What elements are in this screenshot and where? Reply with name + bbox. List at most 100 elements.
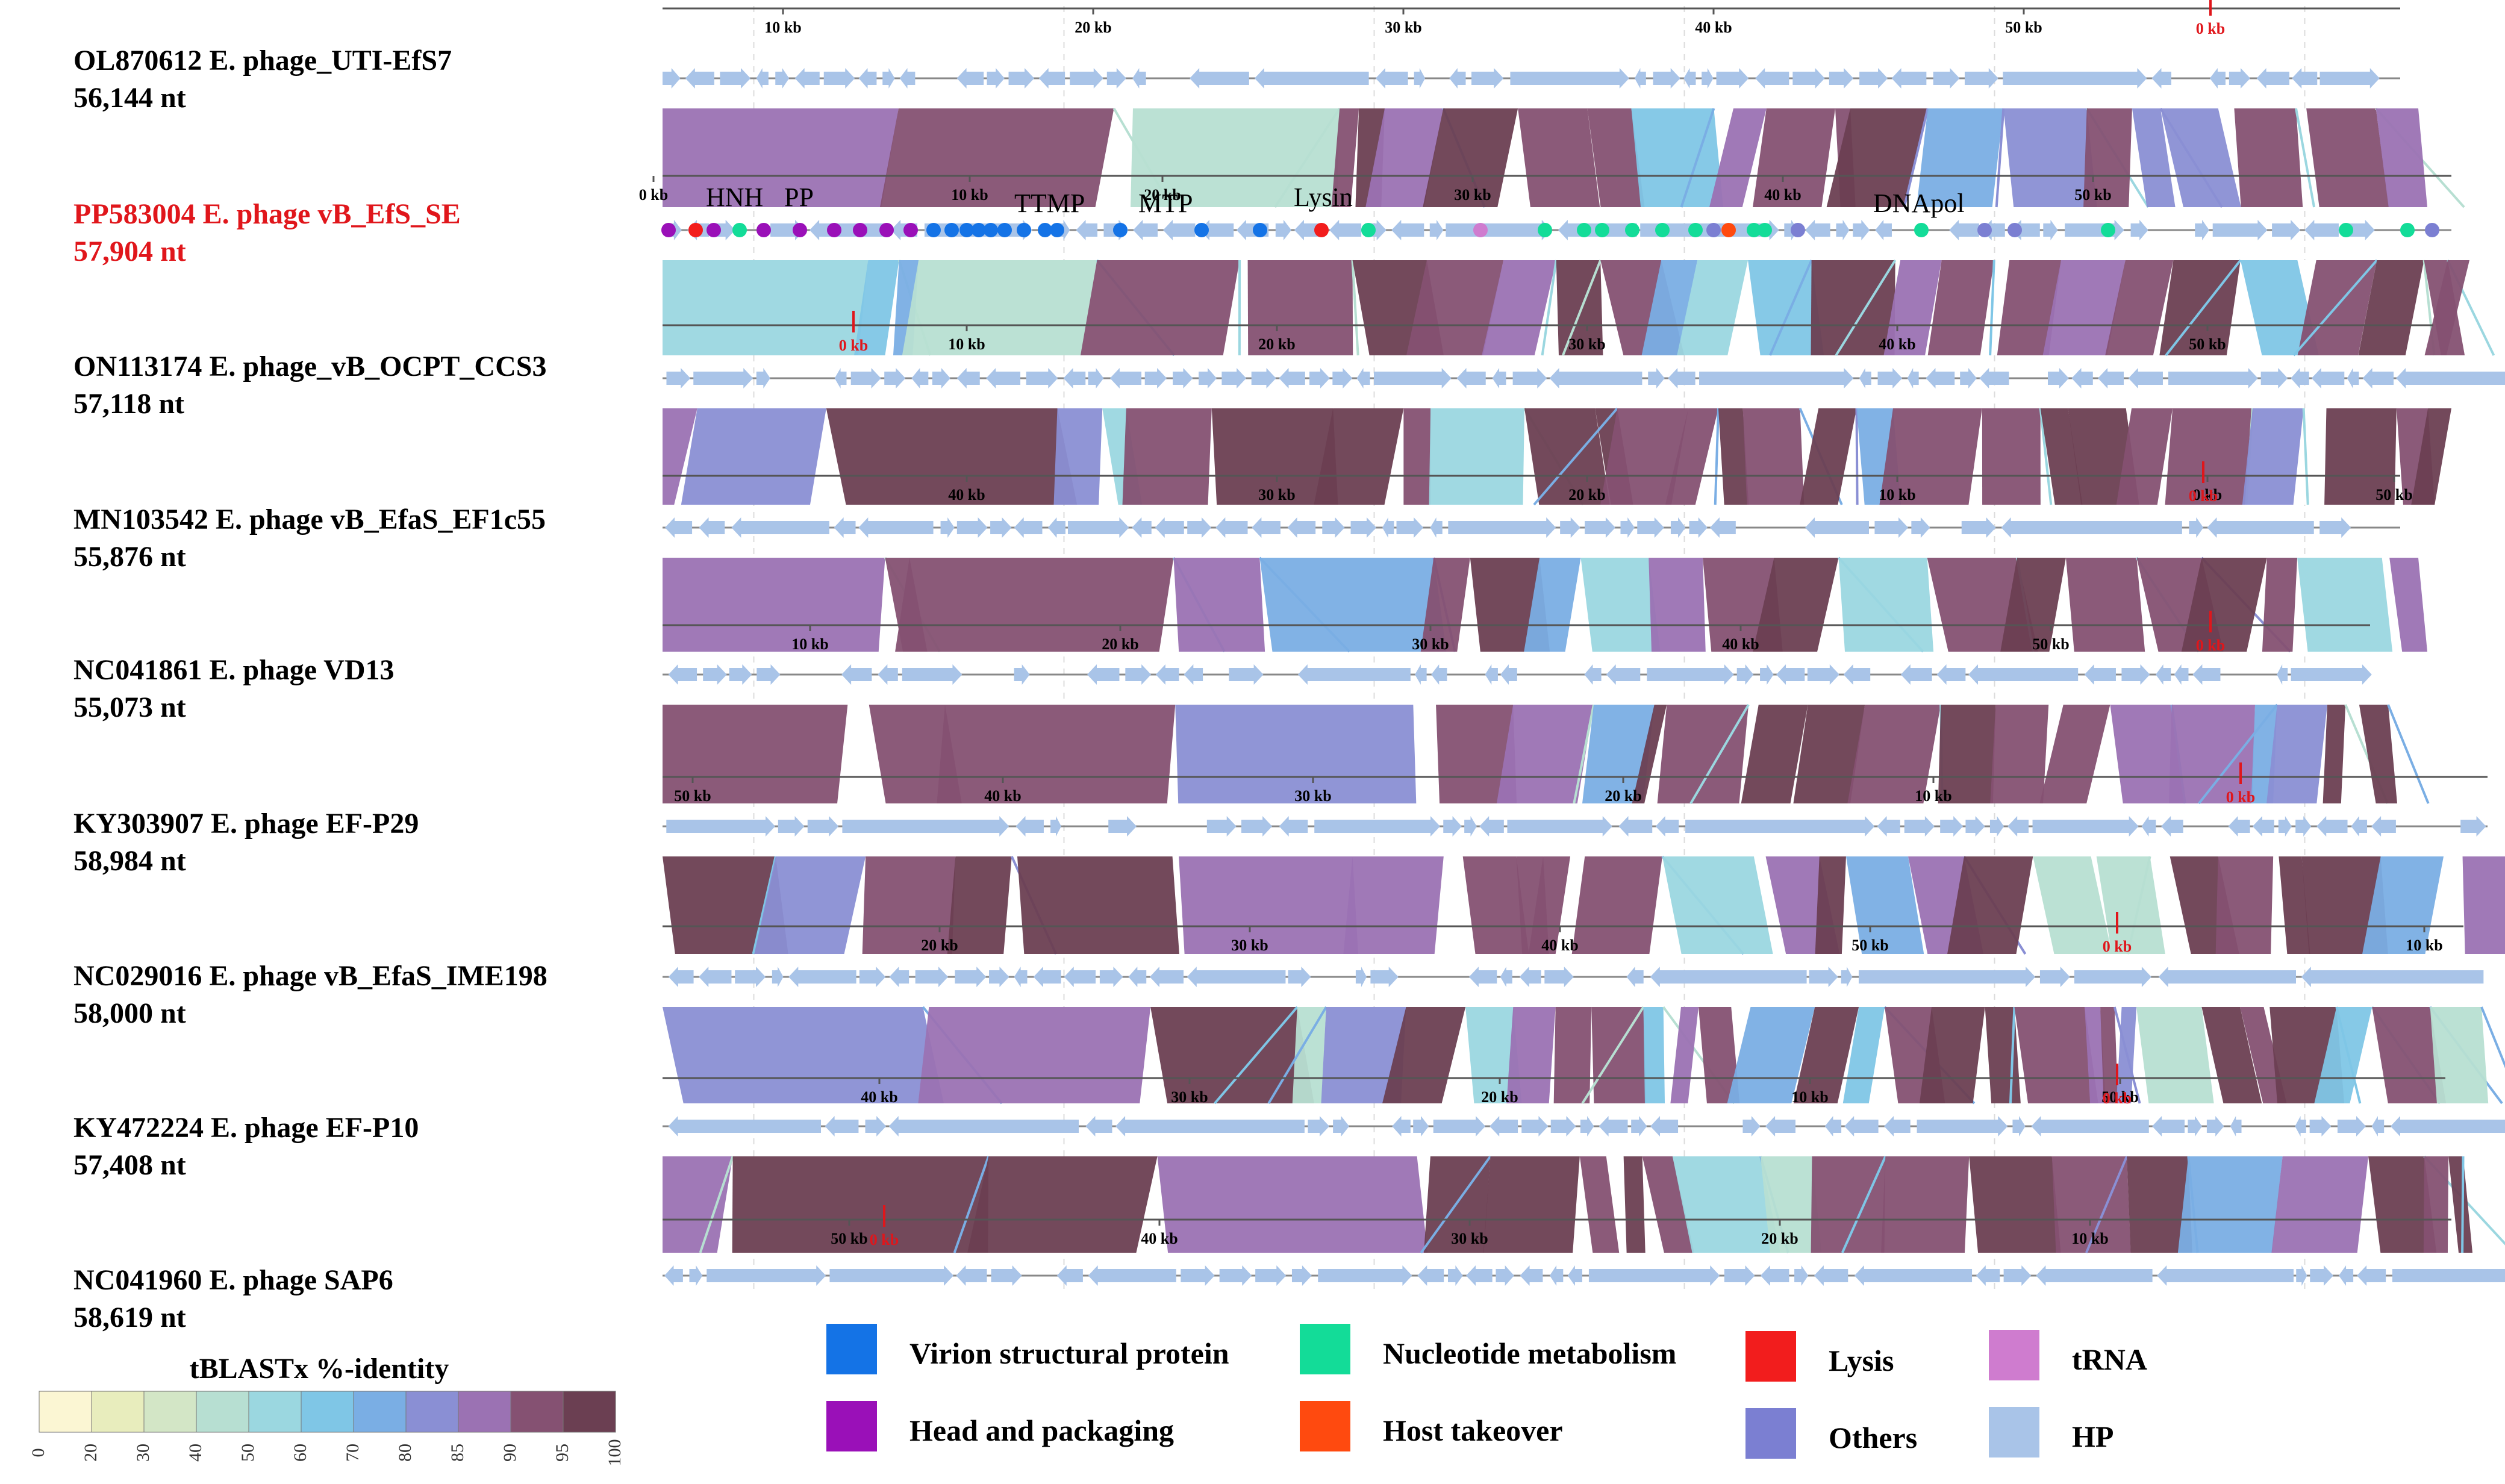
identity-ribbon: [2127, 1156, 2192, 1253]
identity-hairline: [1835, 259, 1897, 357]
gene-arrow: [1805, 517, 1869, 538]
gene-arrow: [1133, 220, 1158, 240]
gene-arrow: [1742, 1116, 1761, 1136]
genome-accession: OL870612: [73, 45, 202, 76]
identity-ribbon: [1017, 856, 1179, 954]
gene-arrow: [1033, 967, 1061, 987]
identity-ribbon: [947, 856, 1012, 954]
legend-label-head: Head and packaging: [909, 1414, 1175, 1447]
identity-hairline: [1903, 108, 1929, 208]
gene-arrow: [1655, 816, 1679, 837]
category-marker: [972, 223, 986, 237]
gene-arrow: [1507, 816, 1612, 837]
gene-arrow: [2338, 1265, 2354, 1286]
genome-name: E. phage SAP6: [209, 1264, 393, 1296]
gene-arrow: [1689, 517, 1708, 538]
identity-hairline: [1533, 407, 1618, 506]
gene-arrow: [1854, 1265, 1973, 1286]
category-marker: [926, 223, 941, 237]
gene-arrow: [1961, 517, 1996, 538]
kb-scale: 10 kb 20 kb 30 kb 40 kb 50 kb 0 kb: [663, 611, 2370, 654]
gene-arrow: [1544, 967, 1574, 987]
gene-arrow: [2260, 368, 2288, 388]
ribbon-band: [663, 556, 2427, 653]
gene-arrow: [1415, 664, 1427, 685]
identity-scale-tick: 60: [290, 1444, 310, 1462]
identity-ribbon: [1881, 1156, 1970, 1253]
identity-ribbon: [1571, 856, 1662, 954]
gene-arrow: [1106, 68, 1126, 89]
gene-arrow: [1047, 517, 1065, 538]
gene-arrow: [1512, 368, 1547, 388]
category-marker: [1050, 223, 1064, 237]
identity-ribbon: [2181, 558, 2267, 652]
gene-arrow: [2084, 664, 2116, 685]
kb-scales: 10 kb 20 kb 30 kb 40 kb 50 kb 0 kb0 kb 10 kb 20…: [639, 0, 2488, 1249]
identity-ribbon: [1672, 1156, 1780, 1253]
gene-arrow: [1447, 1265, 1463, 1286]
gene-arrow: [1308, 1116, 1330, 1136]
identity-ribbon: [1826, 108, 1928, 207]
identity-ribbon: [1553, 1007, 1592, 1103]
gene-arrow: [1448, 517, 1556, 538]
gene-arrow: [1794, 1265, 1809, 1286]
identity-ribbon: [1990, 705, 2049, 803]
identity-ribbon: [1524, 408, 1610, 505]
identity-legend: 0 20 30 40 50 60 70 80 85 90 95 100: [30, 1391, 625, 1467]
gene-arrow: [1702, 68, 1714, 89]
identity-ribbon: [2262, 558, 2298, 652]
identity-ribbon: [2040, 408, 2083, 505]
gene-arrow: [987, 68, 1005, 89]
identity-ribbon: [1642, 1156, 1695, 1253]
gene-arrow: [699, 517, 725, 538]
gene-arrow: [2012, 1116, 2026, 1136]
gene-arrow: [1430, 517, 1443, 538]
identity-ribbon: [2083, 108, 2132, 207]
gene-arrow: [1765, 1116, 1795, 1136]
identity-ribbon: [1259, 558, 1447, 652]
gene-arrow: [1699, 368, 1854, 388]
identity-hairline: [1714, 408, 1720, 505]
gene-arrow: [1877, 816, 1900, 837]
identity-ribbon: [1579, 1156, 1620, 1253]
genome-length: 55,073 nt: [73, 691, 186, 723]
gene-arrow: [2310, 1265, 2334, 1286]
gene-arrow: [1933, 68, 1960, 89]
identity-ribbon: [681, 408, 826, 505]
gene-arrow: [1836, 220, 1850, 240]
gene-arrow: [1417, 1265, 1444, 1286]
gene-arrow: [668, 664, 697, 685]
gene-arrow: [1668, 368, 1695, 388]
gene-arrow: [1184, 664, 1203, 685]
identity-ribbon: [2323, 705, 2346, 803]
origin-label: 0 kb: [2103, 1090, 2132, 1107]
gene-arrow: [1549, 368, 1642, 388]
identity-hairline: [2302, 408, 2309, 505]
gene-arrow: [2460, 816, 2486, 837]
gene-arrow: [888, 1116, 1079, 1136]
annotation-HNH: HNH: [706, 182, 763, 212]
gene-arrow: [788, 967, 856, 987]
gene-arrow: [1014, 967, 1028, 987]
identity-hairline: [1689, 703, 1750, 805]
gene-arrow: [1396, 517, 1424, 538]
genome-accession: MN103542: [73, 504, 208, 535]
identity-ribbon: [1462, 856, 1529, 954]
gene-arrow: [2192, 664, 2221, 685]
identity-ribbon: [2240, 1007, 2287, 1103]
category-marker: [2101, 223, 2115, 237]
genome-length: 57,904 nt: [73, 235, 186, 267]
identity-ribbon: [2169, 705, 2256, 803]
genome-length: 58,984 nt: [73, 845, 186, 877]
genome-map: 10 kb 20 kb 30 kb 40 kb 50 kb 0 kb0 kb 10 kb 20…: [639, 0, 2505, 1289]
identity-ribbon: [1997, 260, 2062, 355]
genome-accession: NC041960: [73, 1264, 202, 1296]
scale-tick-label: 10 kb: [791, 635, 828, 653]
identity-ribbon: [1632, 705, 1667, 803]
gene-arrow: [665, 517, 693, 538]
identity-ribbons: [663, 107, 2505, 1254]
category-marker: [1595, 223, 1609, 237]
gene-arrow: [882, 68, 895, 89]
identity-hairline: [2039, 408, 2053, 505]
gene-arrow: [1063, 368, 1086, 388]
